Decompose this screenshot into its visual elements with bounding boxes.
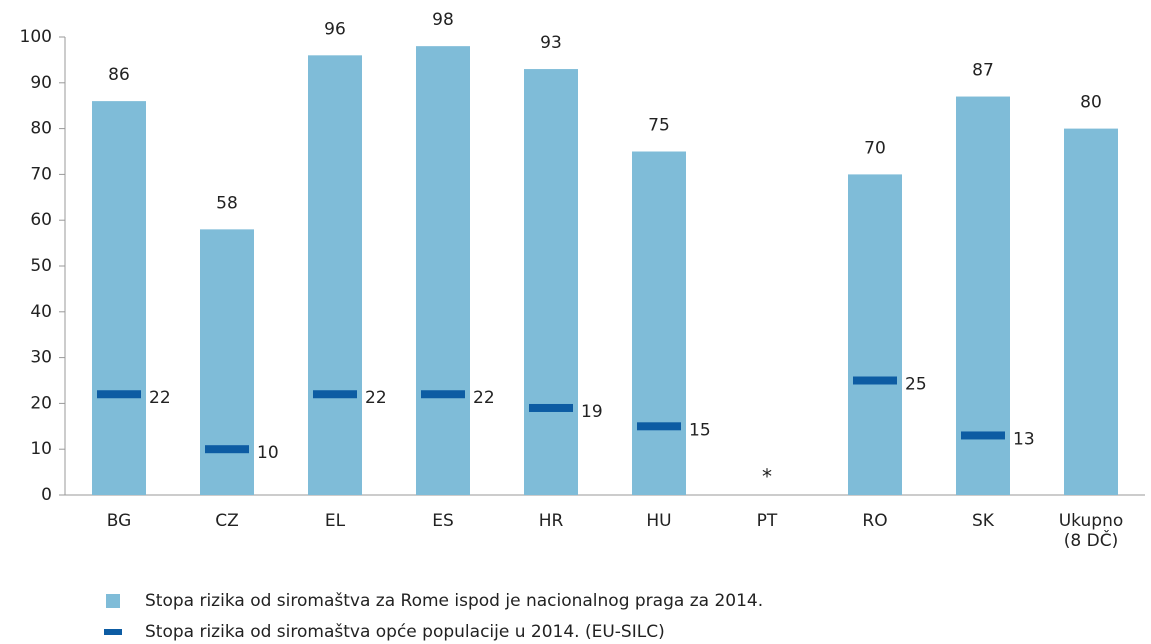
marker-value-label: 22 <box>149 388 171 408</box>
y-tick-label: 0 <box>41 485 52 505</box>
bar-value-label: 98 <box>432 10 454 30</box>
bar-value-label: 93 <box>540 33 562 53</box>
y-tick-label: 100 <box>20 27 52 47</box>
legend-swatch <box>104 629 122 635</box>
marker-value-label: 10 <box>257 443 279 463</box>
y-tick-label: 20 <box>30 393 52 413</box>
marker <box>853 376 897 385</box>
bar-value-label: 75 <box>648 116 670 136</box>
legend-label: Stopa rizika od siromaštva za Rome ispod… <box>145 591 763 611</box>
bar <box>1064 128 1118 495</box>
marker <box>961 431 1005 440</box>
marker-value-label: 22 <box>365 388 387 408</box>
marker-value-label: 13 <box>1013 429 1035 449</box>
marker <box>205 445 249 454</box>
x-tick-label: HR <box>538 511 564 531</box>
bar <box>956 96 1010 495</box>
y-tick-label: 70 <box>30 164 52 184</box>
x-tick-label: ES <box>432 511 454 531</box>
marker <box>529 403 573 412</box>
bar-value-label: 87 <box>972 61 994 81</box>
y-tick-label: 10 <box>30 439 52 459</box>
marker <box>421 390 465 399</box>
x-tick-label: HU <box>646 511 672 531</box>
x-tick-label: EL <box>324 511 346 531</box>
y-tick-label: 90 <box>30 73 52 93</box>
bar <box>416 46 470 495</box>
x-tick-label: BG <box>106 511 132 531</box>
x-tick-label: RO <box>862 511 888 531</box>
bar-value-label: 80 <box>1080 93 1102 113</box>
marker-value-label: 15 <box>689 420 711 440</box>
bar-value-label: 70 <box>864 138 886 158</box>
marker-value-label: 19 <box>581 402 603 422</box>
bar-value-label: 86 <box>108 65 130 85</box>
marker <box>313 390 357 399</box>
bar-value-label: 96 <box>324 19 346 39</box>
marker <box>637 422 681 431</box>
x-tick-label: CZ <box>215 511 239 531</box>
y-tick-label: 50 <box>30 256 52 276</box>
bar-value-label: 58 <box>216 193 238 213</box>
x-tick-label: Ukupno (8 DČ) <box>1058 511 1124 551</box>
bar <box>524 69 578 495</box>
bar <box>632 151 686 495</box>
annotation: * <box>762 465 772 489</box>
legend-swatch <box>106 594 120 608</box>
y-tick-label: 80 <box>30 119 52 139</box>
y-tick-label: 30 <box>30 348 52 368</box>
marker-value-label: 22 <box>473 388 495 408</box>
y-tick-label: 40 <box>30 302 52 322</box>
bar <box>92 101 146 496</box>
marker <box>97 390 141 399</box>
bar <box>308 55 362 495</box>
y-tick-label: 60 <box>30 210 52 230</box>
bar <box>848 174 902 495</box>
bar <box>200 229 254 496</box>
marker-value-label: 25 <box>905 375 927 395</box>
legend-label: Stopa rizika od siromaštva opće populaci… <box>145 622 665 642</box>
x-tick-label: SK <box>972 511 994 531</box>
x-tick-label: PT <box>756 511 778 531</box>
